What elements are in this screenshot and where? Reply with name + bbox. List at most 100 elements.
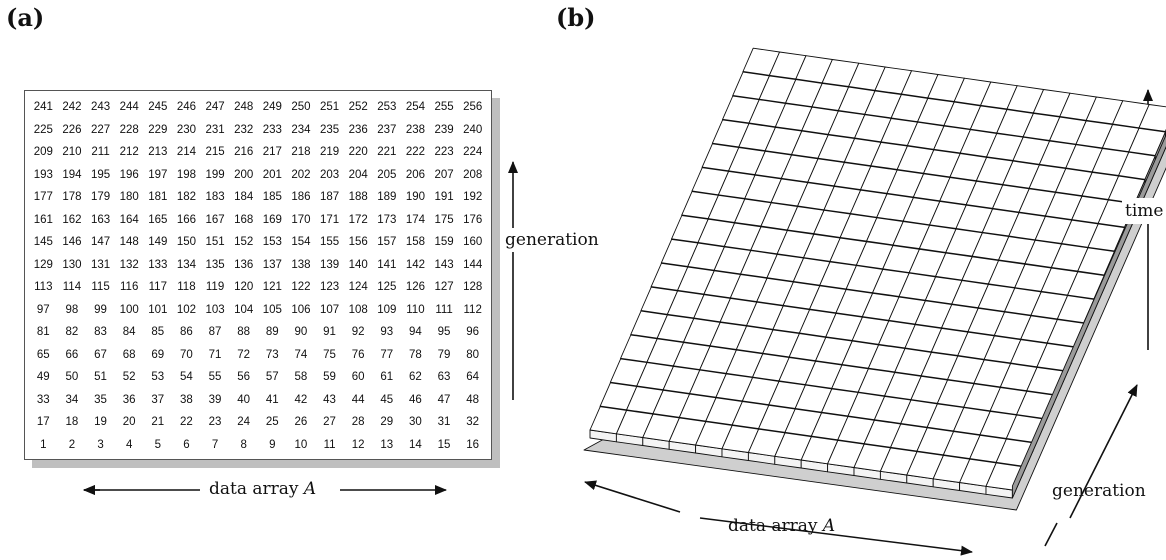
grid-cell: 120 [234, 281, 254, 294]
x-caption-b: data array A [728, 516, 835, 536]
grid-cell: 253 [377, 101, 397, 114]
grid-cell: 133 [148, 258, 168, 271]
grid-cell: 132 [119, 258, 139, 271]
grid-cell: 21 [151, 416, 165, 429]
grid-cell: 203 [319, 168, 340, 181]
grid-cell: 182 [176, 191, 197, 204]
grid-cell: 3 [97, 438, 104, 451]
grid-cell: 65 [36, 348, 50, 361]
grid-cell: 170 [291, 213, 311, 226]
x-caption-a-var: A [303, 479, 317, 499]
grid-cell: 91 [323, 326, 336, 339]
grid-cell: 152 [234, 236, 254, 249]
grid-cell: 226 [62, 123, 82, 136]
grid-cell: 11 [323, 438, 336, 451]
grid-cell: 47 [437, 393, 451, 406]
grid-cell: 214 [176, 146, 197, 159]
grid-cell: 40 [237, 393, 251, 406]
grid-cell: 146 [62, 236, 82, 249]
grid-cell: 247 [205, 101, 225, 114]
grid-cell: 246 [176, 101, 197, 114]
grid-cell: 83 [94, 326, 107, 339]
grid-cell: 39 [208, 393, 222, 406]
grid-cell: 175 [434, 213, 454, 226]
grid-cell: 137 [262, 258, 282, 271]
grid-cell: 106 [291, 303, 311, 316]
grid-cell: 61 [380, 371, 394, 384]
grid-cell: 98 [65, 303, 79, 316]
grid-cell: 205 [377, 168, 397, 181]
grid-cell: 54 [180, 371, 193, 384]
grid-cell: 57 [265, 371, 279, 384]
grid-cell: 138 [291, 258, 311, 271]
grid-cell: 242 [62, 101, 82, 114]
grid-cell: 10 [294, 438, 308, 451]
x-caption-a-text: data array [209, 479, 304, 499]
grid-cell: 35 [94, 393, 107, 406]
grid-cell: 159 [434, 236, 454, 249]
grid-cell: 52 [122, 371, 136, 384]
grid-cell: 141 [377, 258, 397, 271]
x-caption-b-var: A [822, 516, 836, 536]
grid-cell: 80 [466, 348, 480, 361]
grid-cell: 254 [405, 101, 426, 114]
grid-cell: 64 [466, 371, 480, 384]
grid-cell: 232 [234, 123, 254, 136]
grid-cell: 118 [177, 281, 196, 294]
grid-cell: 200 [234, 168, 254, 181]
x-arrow-b-right [699, 517, 973, 556]
grid-cell: 136 [234, 258, 254, 271]
grid-cell: 100 [119, 303, 139, 316]
grid-cell: 4 [125, 438, 133, 451]
grid-cell: 49 [36, 371, 50, 384]
generation-arrow [1069, 384, 1138, 519]
grid-cell: 241 [33, 101, 53, 114]
grid-cell: 181 [148, 191, 168, 204]
grid-cell: 59 [323, 371, 336, 384]
grid-cell: 74 [294, 348, 308, 361]
grid-cell: 157 [377, 236, 397, 249]
grid-cell: 217 [262, 146, 282, 159]
grid-cell: 173 [377, 213, 397, 226]
grid-cell: 117 [148, 281, 167, 294]
grid-cell: 26 [294, 416, 308, 429]
grid-cell: 113 [34, 281, 53, 294]
grid-cell: 131 [90, 258, 111, 271]
grid-cell: 60 [351, 371, 365, 384]
grid-cell: 48 [466, 393, 480, 406]
grid-cell: 239 [434, 123, 454, 136]
grid-cell: 93 [380, 326, 394, 339]
grid-cell: 219 [319, 146, 340, 159]
panel-b-label: (b) [556, 3, 596, 32]
grid-cell: 145 [33, 236, 53, 249]
grid-cell: 13 [380, 438, 394, 451]
grid-cell: 79 [437, 348, 451, 361]
grid-cell: 33 [36, 393, 50, 406]
grid-cell: 99 [94, 303, 107, 316]
grid-cell: 78 [409, 348, 422, 361]
y-caption-a: generation [503, 228, 601, 252]
grid-cell: 169 [262, 213, 282, 226]
grid-cell: 168 [234, 213, 254, 226]
grid-cell: 209 [33, 146, 53, 159]
grid-cell: 46 [409, 393, 422, 406]
grid-cell: 18 [65, 416, 79, 429]
grid-cell: 70 [180, 348, 193, 361]
grid-cell: 94 [409, 326, 422, 339]
grid-cell: 174 [405, 213, 426, 226]
grid-cell: 243 [90, 101, 111, 114]
grid-cell: 116 [120, 281, 139, 294]
grid-cell: 69 [151, 348, 165, 361]
grid-cell: 1 [40, 438, 47, 451]
grid-cell: 227 [90, 123, 111, 136]
grid-cell: 97 [36, 303, 50, 316]
grid-cell: 23 [208, 416, 222, 429]
grid-cell: 249 [262, 101, 282, 114]
grid-cell: 14 [409, 438, 422, 451]
grid-cell: 228 [119, 123, 139, 136]
grid-cell: 237 [377, 123, 397, 136]
grid-cell: 2 [68, 438, 76, 451]
grid-cell: 82 [65, 326, 79, 339]
grid-cell: 234 [291, 123, 311, 136]
grid-cell: 31 [437, 416, 451, 429]
